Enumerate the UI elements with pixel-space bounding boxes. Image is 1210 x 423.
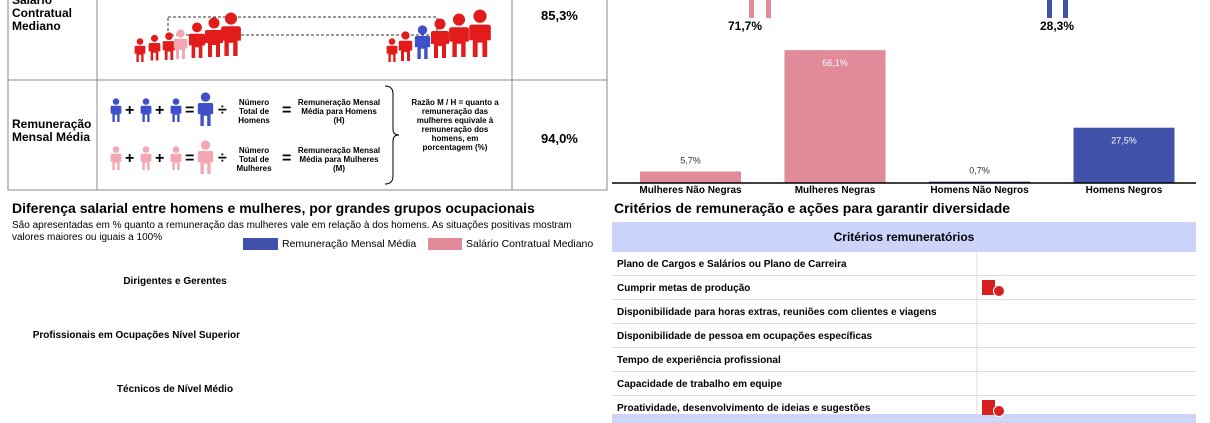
value-label: 27,5%	[1111, 136, 1137, 146]
criteria-row: Capacidade de trabalho em equipe	[612, 372, 1196, 396]
divide: ÷	[218, 102, 227, 119]
category: Profissionais em Ocupações Nível Superio…	[32, 330, 240, 341]
bar	[640, 171, 741, 183]
icon-check	[993, 285, 1005, 297]
icon	[982, 280, 1005, 297]
criteria-row: Plano de Cargos e Salários ou Plano de C…	[612, 252, 1196, 276]
icon-building	[982, 400, 995, 415]
icon	[982, 400, 1005, 417]
row-value: 85,3%	[541, 8, 578, 23]
legend-label: Remuneração Mensal Média	[282, 238, 417, 250]
note: Razão M / H = quanto a remuneração das m…	[411, 98, 499, 152]
total-figures	[749, 0, 1068, 18]
total-label: 28,3%	[1040, 19, 1075, 33]
table-borders	[7, 0, 608, 191]
criteria-row: Disponibilidade de pessoa em ocupações e…	[612, 324, 1196, 348]
result: Remuneração Mensal Média para Homens (H)	[297, 98, 381, 125]
row-label: Remuneração Mensal Média	[12, 117, 92, 144]
icon-check	[993, 405, 1005, 417]
criteria-footer	[612, 414, 1196, 423]
brace	[384, 85, 400, 185]
value-label: 5,7%	[680, 156, 701, 166]
bar	[1073, 127, 1175, 183]
equals: =	[282, 150, 292, 167]
category-label: Homens Não Negros	[930, 185, 1029, 196]
criteria-text: Proatividade, desenvolvimento de ideias …	[617, 403, 871, 414]
row-label: Salário Contratual Mediano	[12, 0, 72, 33]
table-header: Critérios remuneratórios	[833, 230, 975, 244]
category-label: Mulheres Não Negras	[639, 185, 742, 196]
criteria-row: Cumprir metas de produção	[612, 276, 1196, 300]
criteria-row: Proatividade, desenvolvimento de ideias …	[612, 396, 1196, 420]
category-label: Homens Negros	[1086, 185, 1163, 196]
plus: +	[155, 102, 165, 119]
category: Dirigentes e Gerentes	[123, 276, 227, 287]
section-title: Critérios de remuneração e ações para ga…	[614, 200, 1011, 216]
criteria-row: Tempo de experiência profissional	[612, 348, 1196, 372]
section-title: Diferença salarial entre homens e mulher…	[12, 200, 535, 216]
bars: 5,7% Mulheres Não Negras 66,1% Mulheres Neg…	[639, 50, 1175, 196]
category: Técnicos de Nível Médio	[116, 384, 234, 395]
criteria-text: Disponibilidade para horas extras, reuni…	[617, 307, 937, 318]
criteria-text: Capacidade de trabalho em equipe	[617, 379, 783, 390]
plus: +	[125, 150, 135, 167]
divisor: Número Total de Homens	[238, 98, 270, 125]
result: Remuneração Mensal Média para Mulheres (…	[297, 146, 381, 173]
plus: +	[125, 102, 135, 119]
total-label: 71,7%	[728, 19, 763, 33]
legend-label: Salário Contratual Mediano	[466, 238, 594, 250]
equals: =	[185, 102, 195, 119]
criteria-text: Plano de Cargos e Salários ou Plano de C…	[617, 259, 847, 270]
equals: =	[185, 150, 195, 167]
category-label: Mulheres Negras	[795, 185, 876, 196]
plus: +	[155, 150, 165, 167]
equals: =	[282, 102, 292, 119]
divisor: Número Total de Mulheres	[236, 146, 272, 173]
bar	[784, 50, 886, 183]
criteria-header-bg	[612, 222, 1196, 252]
criteria-text: Tempo de experiência profissional	[617, 355, 781, 366]
row-value: 94,0%	[541, 131, 578, 146]
criteria-text: Cumprir metas de produção	[617, 283, 751, 294]
legend-swatch	[243, 238, 278, 250]
icon-building	[982, 280, 995, 295]
legend-swatch	[428, 238, 462, 250]
subtitle: São apresentadas em % quanto a remuneraç…	[12, 220, 572, 243]
criteria-row: Disponibilidade para horas extras, reuni…	[612, 300, 1196, 324]
value-label: 0,7%	[969, 166, 990, 176]
value-label: 66,1%	[822, 58, 848, 68]
criteria-text: Disponibilidade de pessoa em ocupações e…	[617, 331, 873, 342]
divide: ÷	[218, 150, 227, 167]
